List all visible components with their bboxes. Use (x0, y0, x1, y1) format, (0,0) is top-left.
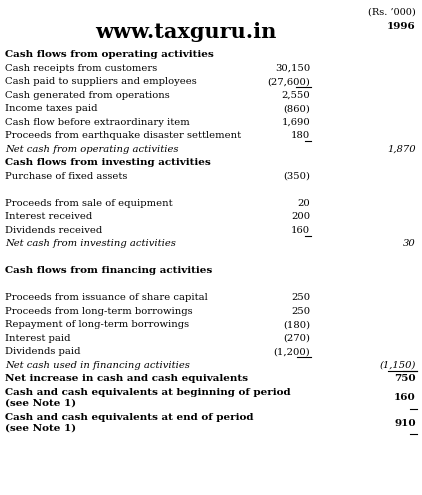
Text: Cash and cash equivalents at end of period
(see Note 1): Cash and cash equivalents at end of peri… (5, 413, 254, 433)
Text: 250: 250 (291, 293, 310, 302)
Text: Net cash used in financing activities: Net cash used in financing activities (5, 361, 190, 370)
Text: Net cash from operating activities: Net cash from operating activities (5, 145, 179, 154)
Text: (270): (270) (283, 334, 310, 343)
Text: 750: 750 (394, 374, 416, 383)
Text: Interest paid: Interest paid (5, 334, 70, 343)
Text: Cash and cash equivalents at beginning of period
(see Note 1): Cash and cash equivalents at beginning o… (5, 388, 291, 408)
Text: Dividends received: Dividends received (5, 226, 102, 235)
Text: 1,870: 1,870 (387, 145, 416, 154)
Text: Net cash from investing activities: Net cash from investing activities (5, 239, 176, 248)
Text: (860): (860) (283, 104, 310, 113)
Text: 20: 20 (298, 199, 310, 208)
Text: www.taxguru.in: www.taxguru.in (95, 22, 276, 42)
Text: Cash flows from investing activities: Cash flows from investing activities (5, 158, 211, 167)
Text: 30,150: 30,150 (275, 64, 310, 73)
Text: 250: 250 (291, 307, 310, 316)
Text: 200: 200 (291, 212, 310, 221)
Text: Net increase in cash and cash equivalents: Net increase in cash and cash equivalent… (5, 374, 248, 383)
Text: 1996: 1996 (387, 22, 416, 31)
Text: (Rs. ’000): (Rs. ’000) (368, 8, 416, 17)
Text: Proceeds from issuance of share capital: Proceeds from issuance of share capital (5, 293, 208, 302)
Text: Income taxes paid: Income taxes paid (5, 104, 97, 113)
Text: Cash paid to suppliers and employees: Cash paid to suppliers and employees (5, 77, 197, 86)
Text: Interest received: Interest received (5, 212, 92, 221)
Text: (27,600): (27,600) (267, 77, 310, 86)
Text: 160: 160 (291, 226, 310, 235)
Text: Purchase of fixed assets: Purchase of fixed assets (5, 172, 127, 181)
Text: (1,150): (1,150) (379, 361, 416, 370)
Text: (1,200): (1,200) (273, 347, 310, 356)
Text: Dividends paid: Dividends paid (5, 347, 81, 356)
Text: 1,690: 1,690 (281, 118, 310, 127)
Text: 910: 910 (394, 418, 416, 428)
Text: 180: 180 (291, 131, 310, 140)
Text: Proceeds from earthquake disaster settlement: Proceeds from earthquake disaster settle… (5, 131, 241, 140)
Text: Proceeds from sale of equipment: Proceeds from sale of equipment (5, 199, 173, 208)
Text: Cash flows from financing activities: Cash flows from financing activities (5, 266, 212, 275)
Text: Proceeds from long-term borrowings: Proceeds from long-term borrowings (5, 307, 193, 316)
Text: 160: 160 (394, 394, 416, 402)
Text: 2,550: 2,550 (281, 91, 310, 100)
Text: (350): (350) (283, 172, 310, 181)
Text: Cash generated from operations: Cash generated from operations (5, 91, 170, 100)
Text: (180): (180) (283, 320, 310, 329)
Text: Cash receipts from customers: Cash receipts from customers (5, 64, 157, 73)
Text: 30: 30 (403, 239, 416, 248)
Text: Cash flows from operating activities: Cash flows from operating activities (5, 50, 214, 59)
Text: Repayment of long-term borrowings: Repayment of long-term borrowings (5, 320, 189, 329)
Text: Cash flow before extraordinary item: Cash flow before extraordinary item (5, 118, 190, 127)
